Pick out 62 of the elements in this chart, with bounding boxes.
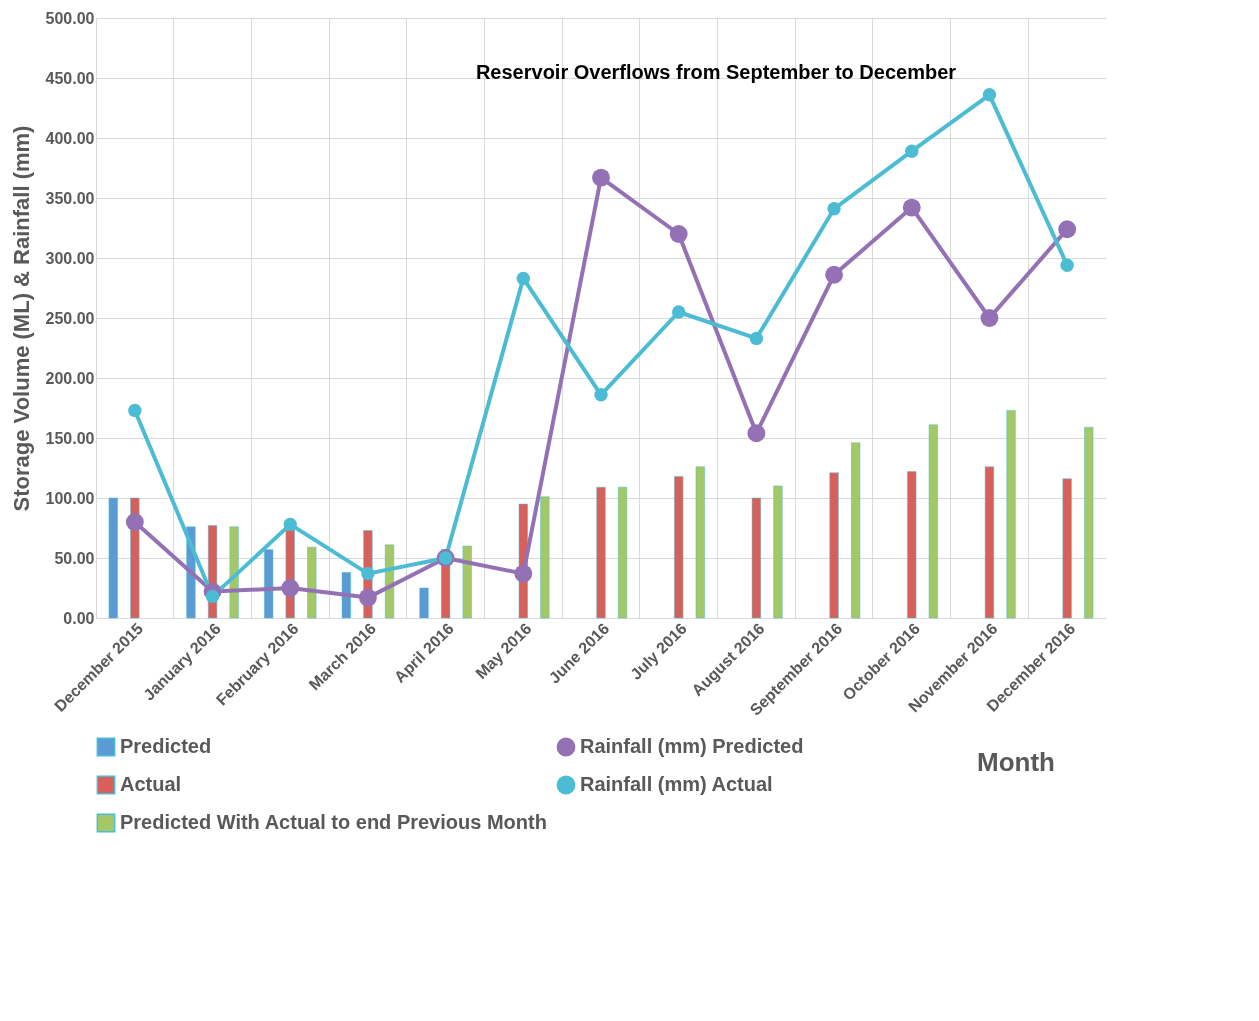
y-tick-label: 50.00 <box>54 549 95 567</box>
point <box>1058 220 1077 239</box>
bar <box>674 476 684 619</box>
point <box>358 588 377 607</box>
point <box>825 265 844 284</box>
bar <box>307 546 317 619</box>
bar <box>1006 410 1016 619</box>
y-tick-label: 300.00 <box>45 249 95 267</box>
point <box>747 424 766 443</box>
x-axis-title: Month <box>977 747 1055 777</box>
bar <box>108 497 118 619</box>
y-axis-title: Storage Volume (ML) & Rainfall (mm) <box>8 125 34 512</box>
point <box>669 225 688 243</box>
bar <box>419 587 429 619</box>
point <box>128 403 142 418</box>
point <box>905 144 919 158</box>
bar <box>1084 426 1094 619</box>
point <box>516 271 531 286</box>
y-tick-label: 400.00 <box>45 129 95 147</box>
bar <box>695 466 705 619</box>
y-tick-label: 350.00 <box>45 189 95 207</box>
y-tick-label: 450.00 <box>45 69 95 87</box>
point <box>281 579 300 597</box>
point <box>749 331 764 346</box>
legend-label: Predicted <box>120 735 212 757</box>
point <box>283 517 297 532</box>
bar <box>984 466 995 619</box>
point <box>594 388 608 402</box>
point <box>980 309 999 327</box>
point <box>514 564 533 583</box>
bar <box>540 496 550 619</box>
y-tick-label: 500.00 <box>45 9 95 27</box>
bar <box>907 471 917 619</box>
y-tick-label: 100.00 <box>45 489 95 507</box>
point <box>125 513 144 531</box>
y-tick-label: 250.00 <box>45 309 95 327</box>
bar <box>773 485 783 619</box>
legend-label: Rainfall (mm) Predicted <box>580 735 804 757</box>
bar <box>928 424 938 619</box>
bar <box>851 442 861 619</box>
point <box>982 88 997 102</box>
y-tick-label: 200.00 <box>45 369 95 387</box>
y-tick-label: 0.00 <box>63 609 95 627</box>
point <box>827 202 841 216</box>
bar <box>596 486 606 619</box>
text: Reservoir Overflows from September to December <box>475 61 957 83</box>
point <box>1060 258 1074 272</box>
bar <box>341 572 351 619</box>
point <box>592 168 610 187</box>
bar <box>1062 478 1072 619</box>
bar <box>751 497 761 619</box>
point <box>205 589 220 604</box>
bar <box>462 545 472 619</box>
y-tick-label: 150.00 <box>45 429 95 447</box>
bar <box>618 486 628 619</box>
point <box>902 198 921 217</box>
legend-label: Actual <box>120 773 182 795</box>
point <box>361 566 375 581</box>
bar <box>829 472 839 619</box>
point <box>671 305 686 319</box>
legend-label: Rainfall (mm) Actual <box>580 773 773 795</box>
legend-label: Predicted With Actual to end Previous Month <box>120 811 547 833</box>
